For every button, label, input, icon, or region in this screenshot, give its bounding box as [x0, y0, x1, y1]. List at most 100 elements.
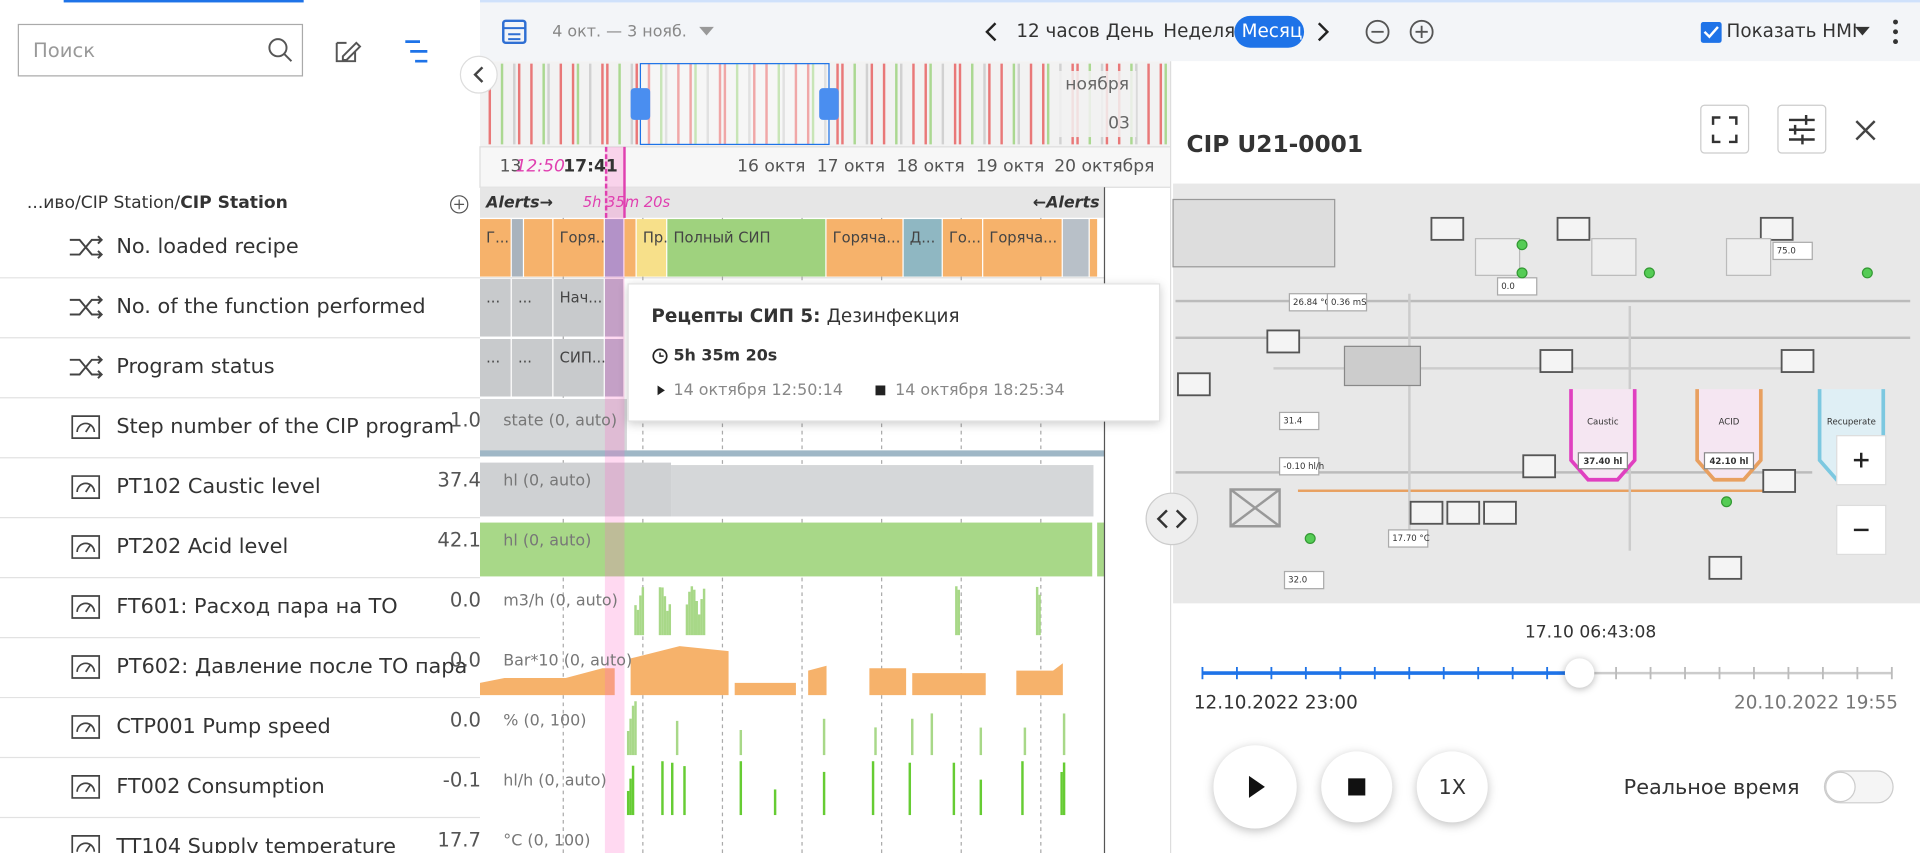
reading: 32.0: [1288, 576, 1307, 586]
dot: [1893, 29, 1898, 35]
segment-label: Горяча...: [833, 230, 901, 247]
scale-option[interactable]: 12 часов: [1016, 21, 1099, 42]
date-range[interactable]: 4 окт. — 3 нояб.: [552, 21, 687, 40]
signal-unit: °C (0, 100): [503, 830, 590, 849]
spark-bar: [631, 765, 635, 816]
spark-bar: [629, 778, 632, 816]
segment-label: Го...: [949, 230, 981, 247]
vessel: [1725, 238, 1772, 276]
scale-option[interactable]: Неделя: [1163, 21, 1235, 42]
valve: [1556, 216, 1591, 241]
enum-icon: [69, 295, 104, 319]
spark-bar: [693, 589, 696, 636]
tank-name: Caustic: [1587, 418, 1619, 428]
close-button[interactable]: [1855, 120, 1876, 141]
spark-bar: [641, 587, 645, 636]
indicator: [1516, 239, 1528, 251]
signal-value: 42.10: [437, 528, 493, 551]
dropdown-arrow[interactable]: [699, 26, 714, 36]
breadcrumb: ...иво/CIP Station/CIP Station: [27, 193, 288, 213]
signal-unit: Bar*10 (0, auto): [503, 650, 632, 669]
tooltip-end: 14 октября 18:25:34: [895, 380, 1064, 399]
spark-bar: [626, 790, 630, 816]
spark-bar: [1060, 771, 1063, 816]
spark-bar: [739, 761, 743, 816]
spark-bar: [668, 604, 672, 636]
day-label: 16 октя: [737, 156, 805, 176]
start-time: 12.10.2022 23:00: [1194, 693, 1358, 714]
spark-bar: [636, 609, 640, 636]
split-button[interactable]: [1145, 492, 1199, 546]
enum-icon: [69, 355, 104, 379]
speed: 1X: [1438, 775, 1465, 799]
spark-bar: [629, 718, 632, 756]
hmi-title: CIP U21-0001: [1187, 131, 1364, 158]
segment-label: СИП...: [560, 350, 606, 367]
spark-bar: [661, 587, 664, 636]
valve: [1177, 372, 1211, 397]
valve: [1446, 500, 1481, 525]
reading-box: [1387, 529, 1429, 548]
calendar-icon[interactable]: [502, 19, 527, 45]
spark-bar: [700, 599, 703, 636]
spark-bar: [822, 718, 826, 756]
reading: 0.0: [1501, 282, 1515, 292]
slider-thumb[interactable]: [1564, 658, 1595, 688]
scale-option[interactable]: Месяц: [1242, 21, 1303, 42]
signal-name: FT601: Расход пара на ТО: [116, 594, 397, 618]
tank-name: ACID: [1719, 418, 1740, 428]
overview-handle[interactable]: [630, 88, 651, 120]
add-button[interactable]: [450, 195, 469, 214]
search-icon[interactable]: [268, 38, 288, 58]
cursor-label: 17:41: [563, 156, 618, 176]
tree-icon[interactable]: [405, 40, 428, 63]
zoom-in[interactable]: [1409, 19, 1434, 44]
zoom-out[interactable]: [1365, 19, 1390, 44]
segment-label: Полный СИП: [673, 230, 770, 247]
next-button[interactable]: [1317, 22, 1330, 42]
speed-button[interactable]: [1416, 751, 1488, 823]
stop-icon: [1348, 778, 1366, 796]
day-label: 19 октя: [976, 156, 1044, 176]
edit-icon[interactable]: [335, 41, 362, 63]
segment: [480, 279, 511, 337]
signal-name: Program status: [116, 354, 274, 378]
analog-icon: [71, 655, 101, 679]
reading-box: [1326, 293, 1368, 312]
fullscreen-button[interactable]: [1700, 104, 1750, 154]
search-placeholder: Поиск: [33, 39, 95, 62]
segment: [511, 279, 553, 337]
reading: 31.4: [1283, 416, 1302, 426]
segment: [553, 279, 604, 337]
selection-label: 5h 35m 20s: [583, 194, 671, 211]
level-box: [1703, 452, 1755, 470]
scale-option[interactable]: День: [1106, 21, 1154, 42]
segment: [983, 219, 1062, 277]
search-box[interactable]: [17, 23, 304, 77]
segment-label: ...: [486, 290, 500, 307]
spark-bar: [952, 762, 956, 816]
segment-label: ...: [518, 290, 532, 307]
reading: 75.0: [1777, 246, 1796, 256]
pipe: [1297, 489, 1788, 492]
vessel: [1474, 238, 1521, 276]
spark-bar: [1035, 586, 1039, 636]
analog-icon: [71, 415, 101, 439]
hmi-dropdown[interactable]: [1855, 26, 1870, 36]
show-hmi[interactable]: Показать HMI: [1727, 21, 1858, 42]
day-label: 20 октября: [1054, 156, 1154, 176]
kebab-menu[interactable]: [1893, 19, 1898, 45]
add-icon: [454, 199, 465, 210]
signal-list: No. loaded recipe No. of the function per…: [0, 234, 493, 853]
collapse-button[interactable]: [459, 55, 498, 94]
signal-unit: state (0, auto): [503, 410, 617, 429]
prev-button[interactable]: [985, 22, 997, 42]
segment-label: Нач...: [560, 290, 603, 307]
pipe: [1175, 299, 1911, 303]
check-mark: [1703, 26, 1719, 39]
overview-handle[interactable]: [819, 88, 839, 120]
reading-box: [1278, 457, 1320, 476]
tooltip-title: Рецепты СИП 5:: [651, 306, 820, 327]
spark-bar: [822, 771, 826, 816]
